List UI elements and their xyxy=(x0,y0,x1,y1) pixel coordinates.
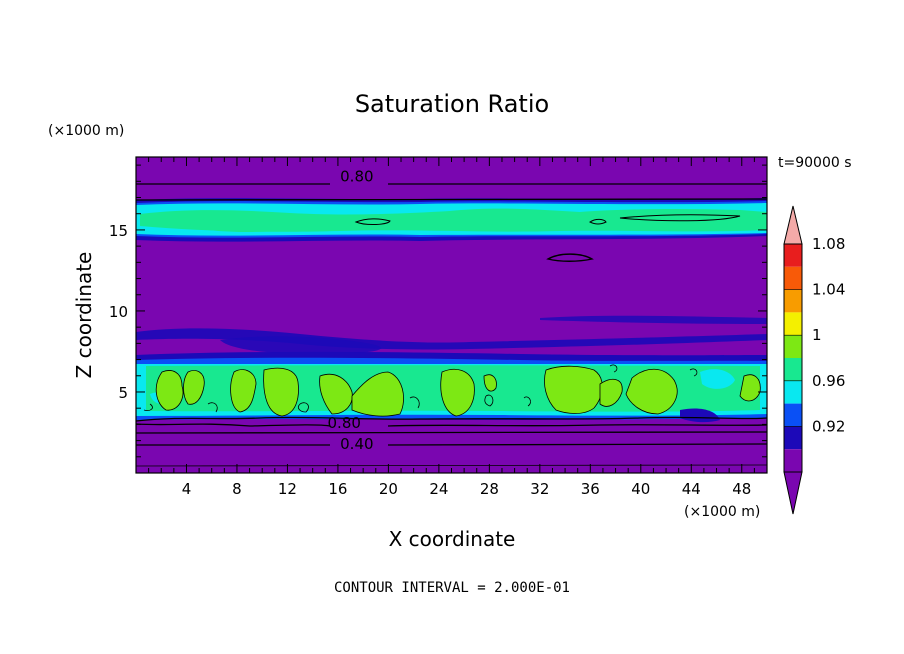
contour-labels: 0.80 0.80 0.40 xyxy=(328,167,374,452)
colorbar-bin xyxy=(784,289,802,313)
time-label: t=90000 s xyxy=(778,155,852,171)
upper-blob-1 xyxy=(354,218,391,225)
contour-line-080-low xyxy=(136,423,767,427)
cell xyxy=(599,378,623,407)
cell xyxy=(183,370,205,405)
cell xyxy=(625,368,678,415)
cell xyxy=(483,374,497,392)
cell xyxy=(440,368,475,417)
contour-field xyxy=(136,157,767,473)
colorbar-over-triangle xyxy=(783,205,803,245)
y-tick-label: 5 xyxy=(118,384,128,402)
colorbar-under-triangle xyxy=(783,471,803,515)
x-tick-label: 28 xyxy=(480,480,499,498)
y-tick-label: 10 xyxy=(109,303,128,321)
colorbar-bin xyxy=(784,266,802,290)
contour-label: 0.40 xyxy=(340,435,373,453)
contour-label: 0.80 xyxy=(340,167,373,185)
y-axis-label: Z coordinate xyxy=(72,252,96,379)
cell xyxy=(230,369,257,413)
cell xyxy=(351,371,404,417)
x-tick-label: 48 xyxy=(732,480,751,498)
cyan-pocket-1 xyxy=(700,369,735,389)
upper-blob-3 xyxy=(589,218,607,225)
colorbar-bin xyxy=(784,449,802,472)
x-axis-label: X coordinate xyxy=(389,527,516,551)
colorbar-label: 1.04 xyxy=(812,281,845,299)
x-tick-label: 4 xyxy=(182,480,192,498)
y-units-label: (×1000 m) xyxy=(48,123,124,139)
supersaturated-cells xyxy=(155,365,761,417)
contour-lines xyxy=(136,183,767,467)
cloud-base-dark xyxy=(680,408,720,423)
colorbar-bin xyxy=(784,380,802,404)
colorbar-bin xyxy=(784,335,802,358)
contour-line-040 xyxy=(136,443,767,446)
colorbar-bin xyxy=(784,403,802,427)
cell xyxy=(155,370,184,411)
upper-band-green-lobe xyxy=(189,217,308,232)
mid-streak-3 xyxy=(540,315,767,324)
cell xyxy=(319,373,353,415)
y-tick-label: 15 xyxy=(109,222,128,240)
contour-line-bottom xyxy=(136,464,767,467)
x-tick-label: 44 xyxy=(682,480,701,498)
mid-streak-1 xyxy=(136,328,767,350)
contour-label: 0.80 xyxy=(328,414,361,432)
x-tick-label: 32 xyxy=(530,480,549,498)
cloud-contour-fragments xyxy=(143,364,698,413)
x-tick-label: 36 xyxy=(581,480,600,498)
colorbar-label: 0.96 xyxy=(812,372,845,390)
mid-streak-2 xyxy=(220,336,381,354)
colorbar-bin xyxy=(784,358,802,381)
contour-line-cloudbase xyxy=(136,416,767,422)
x-tick-label: 20 xyxy=(379,480,398,498)
x-units-label: (×1000 m) xyxy=(684,504,760,520)
upper-blob-2 xyxy=(619,214,741,222)
contour-interval-footer: CONTOUR INTERVAL = 2.000E-01 xyxy=(334,580,570,596)
colorbar-label: 1.08 xyxy=(812,235,845,253)
colorbar-label: 0.92 xyxy=(812,417,845,435)
x-tick-labels: 4 8 12 16 20 24 28 32 36 40 44 48 xyxy=(182,480,752,498)
x-tick-label: 8 xyxy=(232,480,242,498)
colorbar: 0.92 0.96 1 1.04 1.08 xyxy=(783,205,845,515)
x-tick-label: 40 xyxy=(631,480,650,498)
contour-line-mid xyxy=(136,431,767,434)
upper-blob-4 xyxy=(546,253,594,262)
colorbar-bin xyxy=(784,244,802,267)
colorbar-bin xyxy=(784,312,802,336)
y-tick-labels: 5 10 15 xyxy=(109,222,128,402)
cell xyxy=(263,367,299,417)
colorbar-bin xyxy=(784,426,802,450)
chart-title: Saturation Ratio xyxy=(355,90,549,118)
cell xyxy=(544,365,603,414)
x-tick-label: 24 xyxy=(429,480,448,498)
minor-ticks xyxy=(136,157,767,473)
x-tick-label: 12 xyxy=(278,480,297,498)
x-tick-label: 16 xyxy=(328,480,347,498)
colorbar-label: 1 xyxy=(812,326,822,344)
